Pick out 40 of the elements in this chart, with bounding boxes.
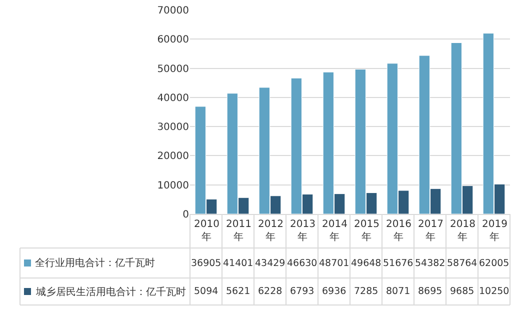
y-tick-label: 60000 xyxy=(157,34,189,46)
data-label: 6793 xyxy=(290,286,314,297)
data-label: 6228 xyxy=(258,286,282,297)
data-label: 46630 xyxy=(287,258,318,269)
data-label: 10250 xyxy=(479,286,510,297)
x-tick-label: 2017年 xyxy=(418,219,444,243)
legend-label: 城乡居民生活用电合计：亿千瓦时 xyxy=(35,286,186,298)
data-label: 8695 xyxy=(418,286,442,297)
x-tick-label: 2010年 xyxy=(194,219,220,243)
data-label: 5094 xyxy=(194,286,218,297)
data-label: 48701 xyxy=(319,258,350,269)
y-tick-label: 40000 xyxy=(157,92,189,104)
x-tick-label: 2016年 xyxy=(386,219,412,243)
y-tick-label: 70000 xyxy=(157,6,189,16)
data-label: 36905 xyxy=(191,258,222,269)
x-tick-label: 2011年 xyxy=(226,219,252,243)
data-label: 6936 xyxy=(322,286,346,297)
data-label: 62005 xyxy=(479,258,510,269)
legend-label: 全行业用电合计：亿千瓦时 xyxy=(35,257,155,269)
y-tick-label: 10000 xyxy=(157,180,189,192)
y-tick-label: 0 xyxy=(182,210,189,220)
data-label: 49648 xyxy=(351,258,382,269)
data-label: 7285 xyxy=(354,286,378,297)
x-tick-label: 2012年 xyxy=(258,219,284,243)
data-label: 41401 xyxy=(223,258,254,269)
data-label: 51676 xyxy=(383,258,414,269)
x-tick-label: 2015年 xyxy=(354,219,380,243)
x-tick-label: 2019年 xyxy=(482,219,508,243)
x-tick-label: 2018年 xyxy=(450,219,476,243)
x-tick-label: 2014年 xyxy=(322,219,348,243)
data-label: 8071 xyxy=(386,286,410,297)
y-tick-label: 30000 xyxy=(157,122,189,134)
y-tick-label: 50000 xyxy=(157,64,189,75)
data-label: 58764 xyxy=(447,258,478,269)
data-label: 9685 xyxy=(450,286,474,297)
data-label: 43429 xyxy=(255,258,286,269)
data-label: 54382 xyxy=(415,258,446,269)
x-tick-label: 2013年 xyxy=(290,219,316,243)
y-tick-label: 20000 xyxy=(157,151,189,162)
data-label: 5621 xyxy=(226,286,250,297)
